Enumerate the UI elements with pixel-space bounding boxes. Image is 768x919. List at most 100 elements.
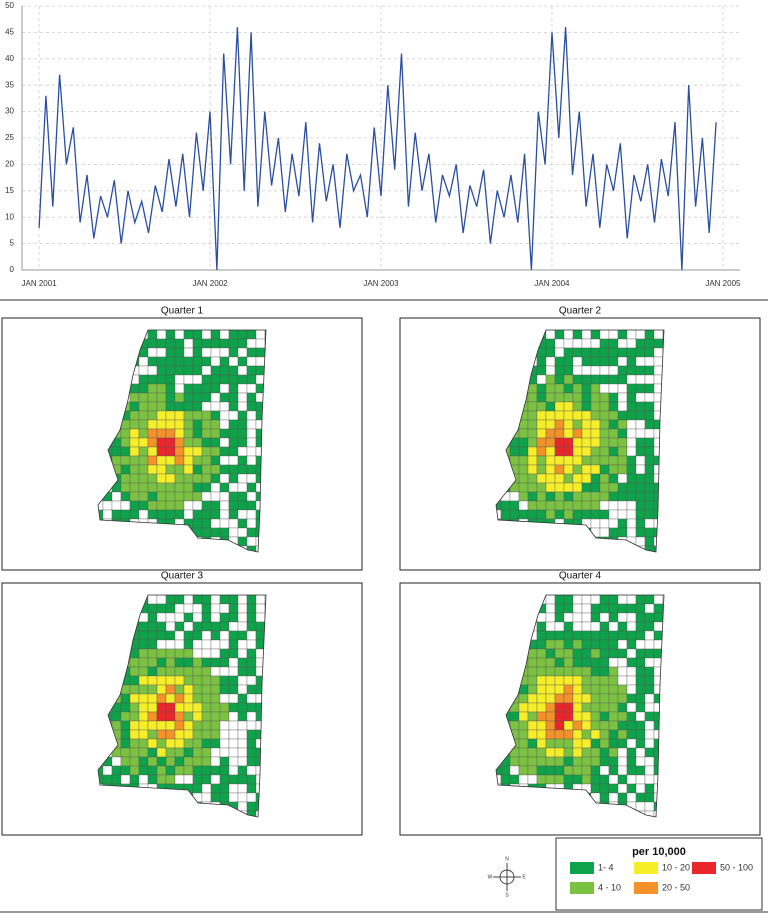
county	[210, 747, 221, 758]
county	[174, 711, 185, 722]
county	[210, 684, 221, 695]
county	[563, 657, 574, 668]
county	[147, 648, 158, 659]
county	[147, 630, 158, 641]
county	[246, 401, 257, 412]
county	[156, 383, 167, 394]
county	[635, 747, 646, 758]
county	[626, 491, 637, 502]
county	[192, 675, 203, 686]
county	[536, 491, 547, 502]
county	[635, 482, 646, 493]
county	[192, 666, 203, 677]
county	[129, 747, 140, 758]
county	[147, 338, 158, 349]
county	[599, 756, 610, 767]
county	[599, 666, 610, 677]
county	[174, 356, 185, 367]
county	[138, 455, 149, 466]
county	[201, 437, 212, 448]
county	[138, 437, 149, 448]
county	[246, 639, 257, 650]
county	[608, 401, 619, 412]
county	[581, 639, 592, 650]
county	[246, 747, 257, 758]
county	[111, 756, 122, 767]
county	[129, 765, 140, 776]
county	[201, 747, 212, 758]
county	[192, 612, 203, 623]
county	[644, 693, 655, 704]
county	[599, 500, 610, 511]
county	[201, 338, 212, 349]
county	[644, 536, 655, 547]
county	[201, 356, 212, 367]
county	[545, 401, 556, 412]
county	[228, 419, 239, 430]
county	[192, 455, 203, 466]
county	[120, 491, 131, 502]
county	[554, 356, 565, 367]
county	[111, 500, 122, 511]
county	[174, 419, 185, 430]
county	[183, 711, 194, 722]
county	[536, 401, 547, 412]
county	[147, 729, 158, 740]
county	[608, 338, 619, 349]
county	[237, 509, 248, 520]
county	[545, 621, 556, 632]
county	[129, 657, 140, 668]
county	[120, 455, 131, 466]
county	[237, 774, 248, 785]
county	[192, 621, 203, 632]
county	[635, 711, 646, 722]
county	[156, 491, 167, 502]
county	[228, 747, 239, 758]
county	[237, 401, 248, 412]
county	[165, 500, 176, 511]
county	[581, 365, 592, 376]
county	[129, 464, 140, 475]
county	[608, 455, 619, 466]
county	[228, 401, 239, 412]
county	[210, 437, 221, 448]
county	[518, 729, 529, 740]
county	[590, 365, 601, 376]
county	[201, 630, 212, 641]
y-tick-label: 45	[5, 28, 14, 37]
county	[518, 747, 529, 758]
county	[536, 419, 547, 430]
county	[608, 666, 619, 677]
county	[617, 684, 628, 695]
county	[581, 595, 592, 605]
county	[147, 509, 158, 520]
county	[545, 648, 556, 659]
county	[545, 338, 556, 349]
county	[581, 383, 592, 394]
county	[210, 792, 221, 803]
county	[165, 612, 176, 623]
county	[617, 630, 628, 641]
county	[138, 765, 149, 776]
county	[201, 765, 212, 776]
county	[545, 729, 556, 740]
county	[237, 648, 248, 659]
county	[219, 401, 230, 412]
county	[201, 374, 212, 385]
county	[165, 491, 176, 502]
county	[174, 509, 185, 520]
county	[644, 702, 655, 713]
county	[572, 747, 583, 758]
county	[147, 428, 158, 439]
county	[563, 675, 574, 686]
county	[536, 675, 547, 686]
county	[120, 500, 131, 511]
county	[237, 464, 248, 475]
county	[237, 747, 248, 758]
county	[156, 509, 167, 520]
county	[246, 738, 257, 749]
county	[590, 621, 601, 632]
county	[156, 410, 167, 421]
county	[500, 509, 511, 520]
county	[626, 527, 637, 538]
